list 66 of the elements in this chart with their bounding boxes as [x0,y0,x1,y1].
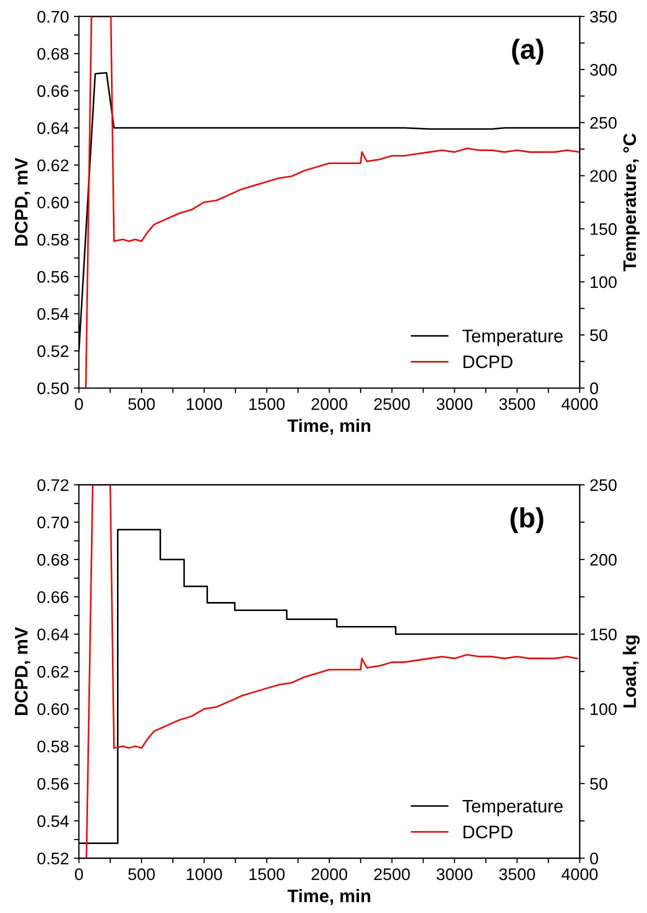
y-tick-label: 0.54 [37,815,69,828]
y-tick-label: 0.52 [37,852,68,864]
y2-tick-label: 250 [590,479,617,492]
y-tick-label: 0.70 [37,10,69,23]
y-tick-label: 0.64 [37,122,69,134]
y-tick-label: 0.58 [37,234,68,246]
x-tick-label: 4000 [562,398,598,410]
y-tick-label: 0.58 [37,740,68,752]
x-tick-label: 0 [74,398,83,410]
y2-tick-label: 0 [590,852,598,864]
x-tick-label: 0 [74,868,83,880]
y2-tick-label: 100 [590,703,617,716]
y2-tick-label: 50 [590,778,608,790]
x-tick-label: 2500 [374,868,410,880]
x-tick-label: 1500 [249,868,285,880]
y-axis-title: DCPD, mV [14,626,30,715]
y-tick-label: 0.60 [37,196,69,208]
y2-tick-label: 200 [590,170,617,182]
legend-label: DCPD [464,355,512,368]
y2-tick-label: 50 [590,329,608,342]
legend-label: Temperature [462,330,563,346]
y2-tick-label: 350 [590,10,617,23]
y-tick-label: 0.62 [37,666,68,678]
y-tick-label: 0.66 [37,591,68,604]
annotation: (b) [510,507,544,534]
y-tick-label: 0.60 [37,703,69,716]
x-tick-label: 1000 [186,868,222,880]
annotation: (a) [512,38,544,65]
x-tick-label: 3000 [436,398,472,410]
x-tick-label: 4000 [562,868,598,880]
legend-label: DCPD [464,826,512,838]
x-tick-label: 1500 [249,398,285,410]
y-tick-label: 0.68 [37,48,68,60]
y2-tick-label: 0 [590,382,598,394]
y2-tick-label: 200 [590,554,617,566]
x-axis-title: Time, min [288,418,370,435]
x-tick-label: 500 [128,398,155,410]
y2-tick-label: 250 [590,117,617,129]
y2-tick-label: 300 [590,64,617,76]
y-tick-label: 0.66 [37,85,68,97]
y-tick-label: 0.72 [37,479,68,492]
y2-axis-title: Load, kg [622,636,640,708]
x-tick-label: 2000 [312,868,348,880]
y-tick-label: 0.50 [37,382,69,394]
x-tick-label: 3000 [436,868,472,880]
y-tick-label: 0.68 [37,554,68,566]
x-tick-label: 2500 [374,398,410,410]
x-tick-label: 1000 [186,398,222,410]
y-tick-label: 0.62 [37,159,68,172]
x-axis-title: Time, min [288,889,370,905]
y-tick-label: 0.54 [37,308,69,320]
x-tick-label: 3500 [499,398,536,410]
y2-tick-label: 150 [590,223,617,235]
y-axis-title: DCPD, mV [14,158,30,246]
x-tick-label: 500 [128,868,155,880]
y-tick-label: 0.64 [37,628,69,640]
y2-axis-title: Temperature, °C [623,134,640,272]
y-tick-label: 0.56 [37,778,68,790]
x-tick-label: 3500 [499,868,536,880]
y-tick-label: 0.56 [37,270,68,283]
y2-tick-label: 100 [590,276,617,288]
legend-label: Temperature [462,800,563,816]
x-tick-label: 2000 [312,398,348,410]
y-tick-label: 0.70 [37,516,69,528]
y-tick-label: 0.52 [37,345,68,358]
y2-tick-label: 150 [590,628,617,640]
